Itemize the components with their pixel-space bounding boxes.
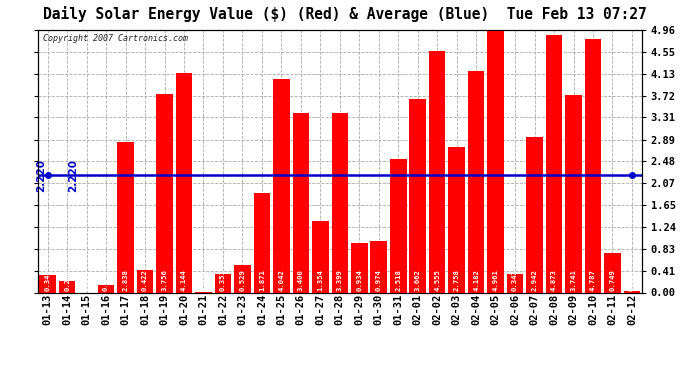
Text: 0.014: 0.014 (201, 269, 206, 291)
Text: 4.787: 4.787 (590, 269, 596, 291)
Bar (293, 112, 309, 292)
Text: 0.749: 0.749 (609, 269, 615, 291)
Bar (117, 142, 134, 292)
Text: 3.662: 3.662 (415, 269, 421, 291)
Text: 2.220: 2.220 (68, 159, 78, 192)
Text: 0.000: 0.000 (83, 269, 90, 291)
Bar (156, 94, 172, 292)
Bar (487, 30, 504, 292)
Bar (59, 280, 75, 292)
Text: 0.529: 0.529 (239, 269, 246, 291)
Text: 0.226: 0.226 (64, 269, 70, 291)
Bar (507, 274, 524, 292)
Text: 4.873: 4.873 (551, 269, 557, 291)
Text: Copyright 2007 Cartronics.com: Copyright 2007 Cartronics.com (43, 34, 188, 43)
Bar (390, 159, 406, 292)
Text: 0.934: 0.934 (356, 269, 362, 291)
Bar (468, 71, 484, 292)
Bar (273, 79, 290, 292)
Bar (351, 243, 368, 292)
Text: 2.838: 2.838 (123, 269, 128, 291)
Text: 0.340: 0.340 (45, 269, 50, 291)
Text: 2.220: 2.220 (37, 159, 47, 192)
Bar (176, 73, 193, 292)
Bar (584, 39, 601, 292)
Text: 0.036: 0.036 (629, 269, 635, 291)
Text: 3.400: 3.400 (298, 269, 304, 291)
Bar (98, 285, 115, 292)
Text: 3.741: 3.741 (571, 269, 577, 291)
Text: 2.758: 2.758 (454, 269, 460, 291)
Bar (215, 274, 231, 292)
Text: Daily Solar Energy Value ($) (Red) & Average (Blue)  Tue Feb 13 07:27: Daily Solar Energy Value ($) (Red) & Ave… (43, 6, 647, 22)
Bar (254, 194, 270, 292)
Bar (312, 221, 328, 292)
Text: 0.351: 0.351 (220, 269, 226, 291)
Bar (429, 51, 446, 292)
Text: 0.143: 0.143 (103, 269, 109, 291)
Text: 0.974: 0.974 (376, 269, 382, 291)
Bar (448, 147, 465, 292)
Text: 1.354: 1.354 (317, 269, 324, 291)
Bar (332, 112, 348, 292)
Text: 4.042: 4.042 (278, 269, 284, 291)
Text: 4.555: 4.555 (434, 269, 440, 291)
Text: 2.518: 2.518 (395, 269, 402, 291)
Bar (526, 137, 543, 292)
Bar (546, 34, 562, 292)
Text: 0.342: 0.342 (512, 269, 518, 291)
Bar (137, 270, 153, 292)
Bar (604, 253, 621, 292)
Text: 0.422: 0.422 (142, 269, 148, 291)
Text: 2.942: 2.942 (531, 269, 538, 291)
Bar (39, 274, 56, 292)
Bar (624, 291, 640, 292)
Bar (234, 264, 250, 292)
Bar (565, 94, 582, 292)
Text: 4.961: 4.961 (493, 269, 499, 291)
Text: 4.182: 4.182 (473, 269, 479, 291)
Text: 4.144: 4.144 (181, 269, 187, 291)
Text: 1.871: 1.871 (259, 269, 265, 291)
Text: 3.399: 3.399 (337, 269, 343, 291)
Bar (409, 99, 426, 292)
Bar (371, 241, 387, 292)
Text: 3.756: 3.756 (161, 269, 168, 291)
